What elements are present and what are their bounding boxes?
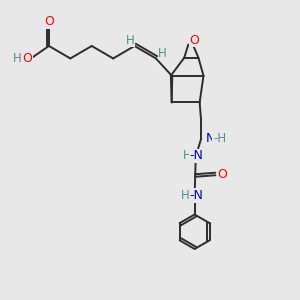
- Text: H: H: [183, 149, 192, 162]
- Text: O: O: [189, 34, 199, 46]
- Text: O: O: [44, 15, 54, 28]
- Text: H: H: [126, 34, 135, 46]
- Text: N: N: [206, 132, 215, 145]
- Text: -N: -N: [189, 189, 203, 202]
- Text: H: H: [180, 189, 189, 202]
- Text: O: O: [218, 169, 227, 182]
- Text: -H: -H: [213, 132, 226, 145]
- Text: H: H: [158, 46, 167, 60]
- Text: -N: -N: [190, 149, 204, 162]
- Text: O: O: [22, 52, 32, 65]
- Text: H: H: [13, 52, 22, 65]
